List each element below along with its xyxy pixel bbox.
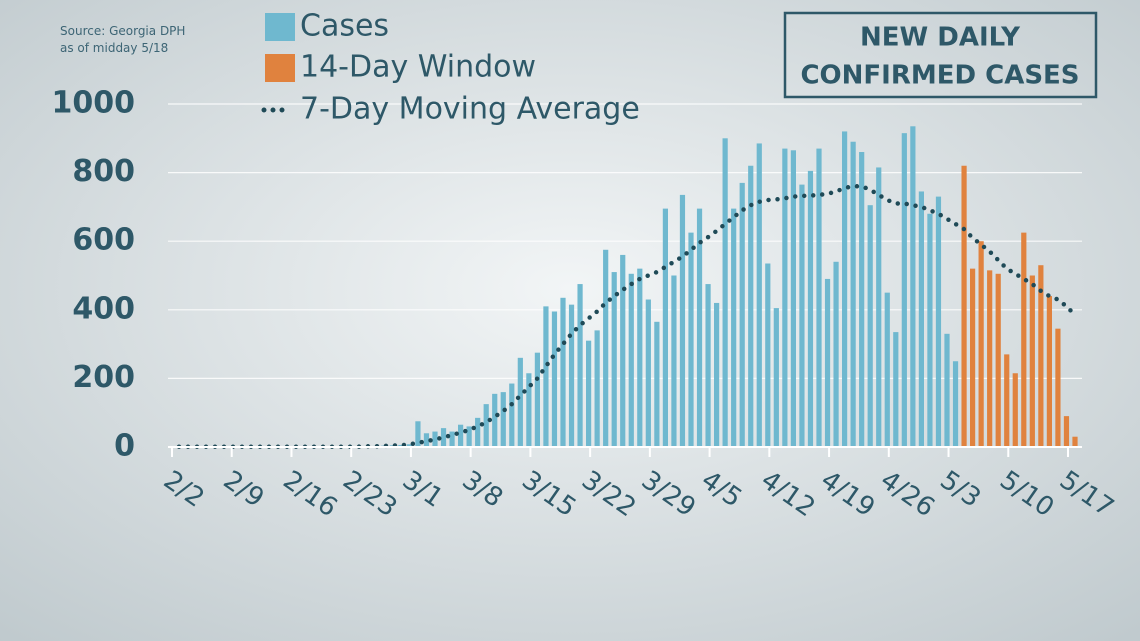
bar xyxy=(824,278,831,447)
chart-title: CONFIRMED CASES xyxy=(800,61,1079,91)
bar xyxy=(935,196,942,447)
bar xyxy=(440,428,447,447)
bar xyxy=(842,131,848,447)
bar xyxy=(884,292,890,447)
legend-swatch xyxy=(265,13,295,41)
bar xyxy=(927,213,933,447)
bar xyxy=(688,232,694,447)
bar xyxy=(867,205,873,447)
bar xyxy=(475,417,481,447)
bar xyxy=(423,433,430,447)
bar xyxy=(432,431,438,447)
source-line: as of midday 5/18 xyxy=(60,41,168,55)
bar xyxy=(696,208,703,447)
title-box xyxy=(783,11,1098,99)
bar xyxy=(765,263,771,447)
bar xyxy=(568,304,575,447)
y-tick-label: 0 xyxy=(114,429,135,464)
bar xyxy=(517,357,523,447)
bar xyxy=(679,194,686,447)
bar xyxy=(1029,275,1035,447)
bar xyxy=(543,306,549,447)
bar xyxy=(944,333,950,447)
bar xyxy=(1004,354,1010,447)
bar xyxy=(637,268,643,447)
bar xyxy=(970,268,976,447)
bar xyxy=(799,184,805,448)
bar xyxy=(833,261,839,447)
bar xyxy=(662,208,668,447)
bar xyxy=(534,352,540,447)
bar xyxy=(466,426,472,447)
bar xyxy=(526,373,532,447)
bar xyxy=(645,299,651,447)
bar xyxy=(987,270,993,447)
bar xyxy=(611,272,617,447)
bar xyxy=(1072,436,1078,447)
bar xyxy=(790,150,796,447)
bar xyxy=(671,275,677,447)
y-tick-label: 1000 xyxy=(52,86,136,121)
bar xyxy=(560,297,566,447)
bar xyxy=(773,308,779,447)
bar xyxy=(458,424,464,447)
bar xyxy=(731,208,737,447)
bar xyxy=(449,431,455,447)
bar xyxy=(978,241,984,447)
bar xyxy=(876,167,882,447)
bar xyxy=(850,141,856,448)
legend-label: Cases xyxy=(300,9,389,44)
bar xyxy=(603,249,609,447)
y-tick-label: 400 xyxy=(72,291,135,326)
bar xyxy=(722,138,728,448)
bar xyxy=(918,191,924,447)
bar xyxy=(483,404,489,447)
bar xyxy=(500,392,506,447)
bar xyxy=(893,332,899,447)
bar xyxy=(551,311,558,447)
bar xyxy=(901,133,907,447)
legend-label: 14-Day Window xyxy=(300,50,536,85)
bar xyxy=(509,383,515,447)
bar xyxy=(1063,416,1070,447)
bar xyxy=(961,165,967,448)
bar xyxy=(1021,232,1027,447)
bar xyxy=(739,182,745,447)
bar xyxy=(586,340,592,447)
bar xyxy=(910,126,916,448)
y-tick-label: 800 xyxy=(72,154,135,189)
bar xyxy=(1046,296,1052,447)
bar xyxy=(1055,328,1061,447)
source-line: Source: Georgia DPH xyxy=(60,24,185,38)
chart-title: NEW DAILY xyxy=(860,23,1021,53)
bar xyxy=(1038,265,1044,447)
bar xyxy=(782,148,788,447)
bar xyxy=(859,152,865,447)
y-tick-label: 200 xyxy=(72,360,135,395)
bar xyxy=(714,302,720,447)
bar xyxy=(415,421,421,447)
bar xyxy=(654,321,660,447)
bar xyxy=(628,273,634,447)
bar xyxy=(705,284,711,447)
legend-label: 7-Day Moving Average xyxy=(300,92,640,127)
bar xyxy=(748,165,754,448)
bar xyxy=(807,170,814,447)
bar xyxy=(952,361,959,447)
bar xyxy=(1012,373,1018,447)
bar xyxy=(406,444,412,447)
bar xyxy=(995,273,1001,447)
bar xyxy=(816,148,822,447)
bar xyxy=(756,143,762,447)
moving-average-line xyxy=(176,184,1078,449)
bar xyxy=(620,254,626,447)
legend-swatch xyxy=(265,54,295,82)
y-tick-label: 600 xyxy=(72,223,135,258)
bar xyxy=(398,444,404,447)
bar xyxy=(594,330,600,447)
bar xyxy=(492,393,498,447)
bar xyxy=(577,284,583,447)
